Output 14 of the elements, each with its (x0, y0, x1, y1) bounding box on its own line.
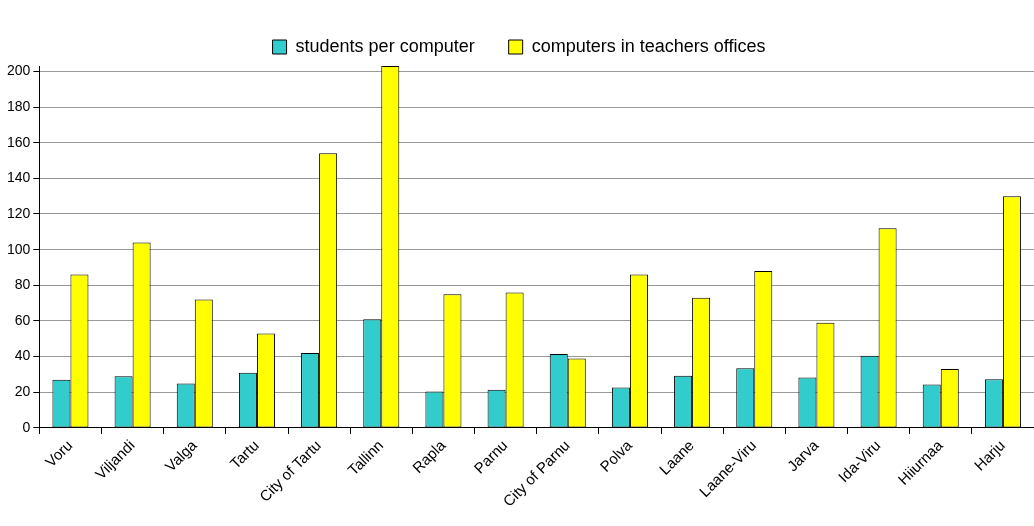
y-tick-label: 160 (7, 133, 31, 150)
y-tick-label: 80 (14, 276, 31, 293)
y-tick-label: 100 (7, 240, 31, 257)
y-tick-label: 200 (7, 62, 31, 79)
y-tick-label: 40 (14, 347, 31, 364)
y-tick-label: 140 (7, 169, 31, 186)
legend-label: students per computer (295, 35, 475, 56)
y-tick-label: 120 (7, 204, 31, 221)
y-tick-label: 180 (7, 97, 31, 114)
x-tick-label: Voru (41, 436, 76, 471)
y-tick-label: 60 (14, 311, 31, 328)
y-tick-label: 0 (22, 418, 31, 435)
legend-label: computers in teachers offices (531, 35, 766, 56)
y-tick-label: 20 (14, 383, 31, 400)
